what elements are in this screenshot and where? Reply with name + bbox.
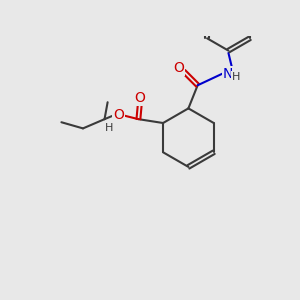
Text: O: O	[134, 92, 146, 105]
Text: O: O	[113, 108, 124, 122]
Text: O: O	[174, 61, 184, 75]
Text: N: N	[223, 67, 233, 81]
Text: H: H	[232, 72, 240, 82]
Text: H: H	[105, 123, 113, 134]
